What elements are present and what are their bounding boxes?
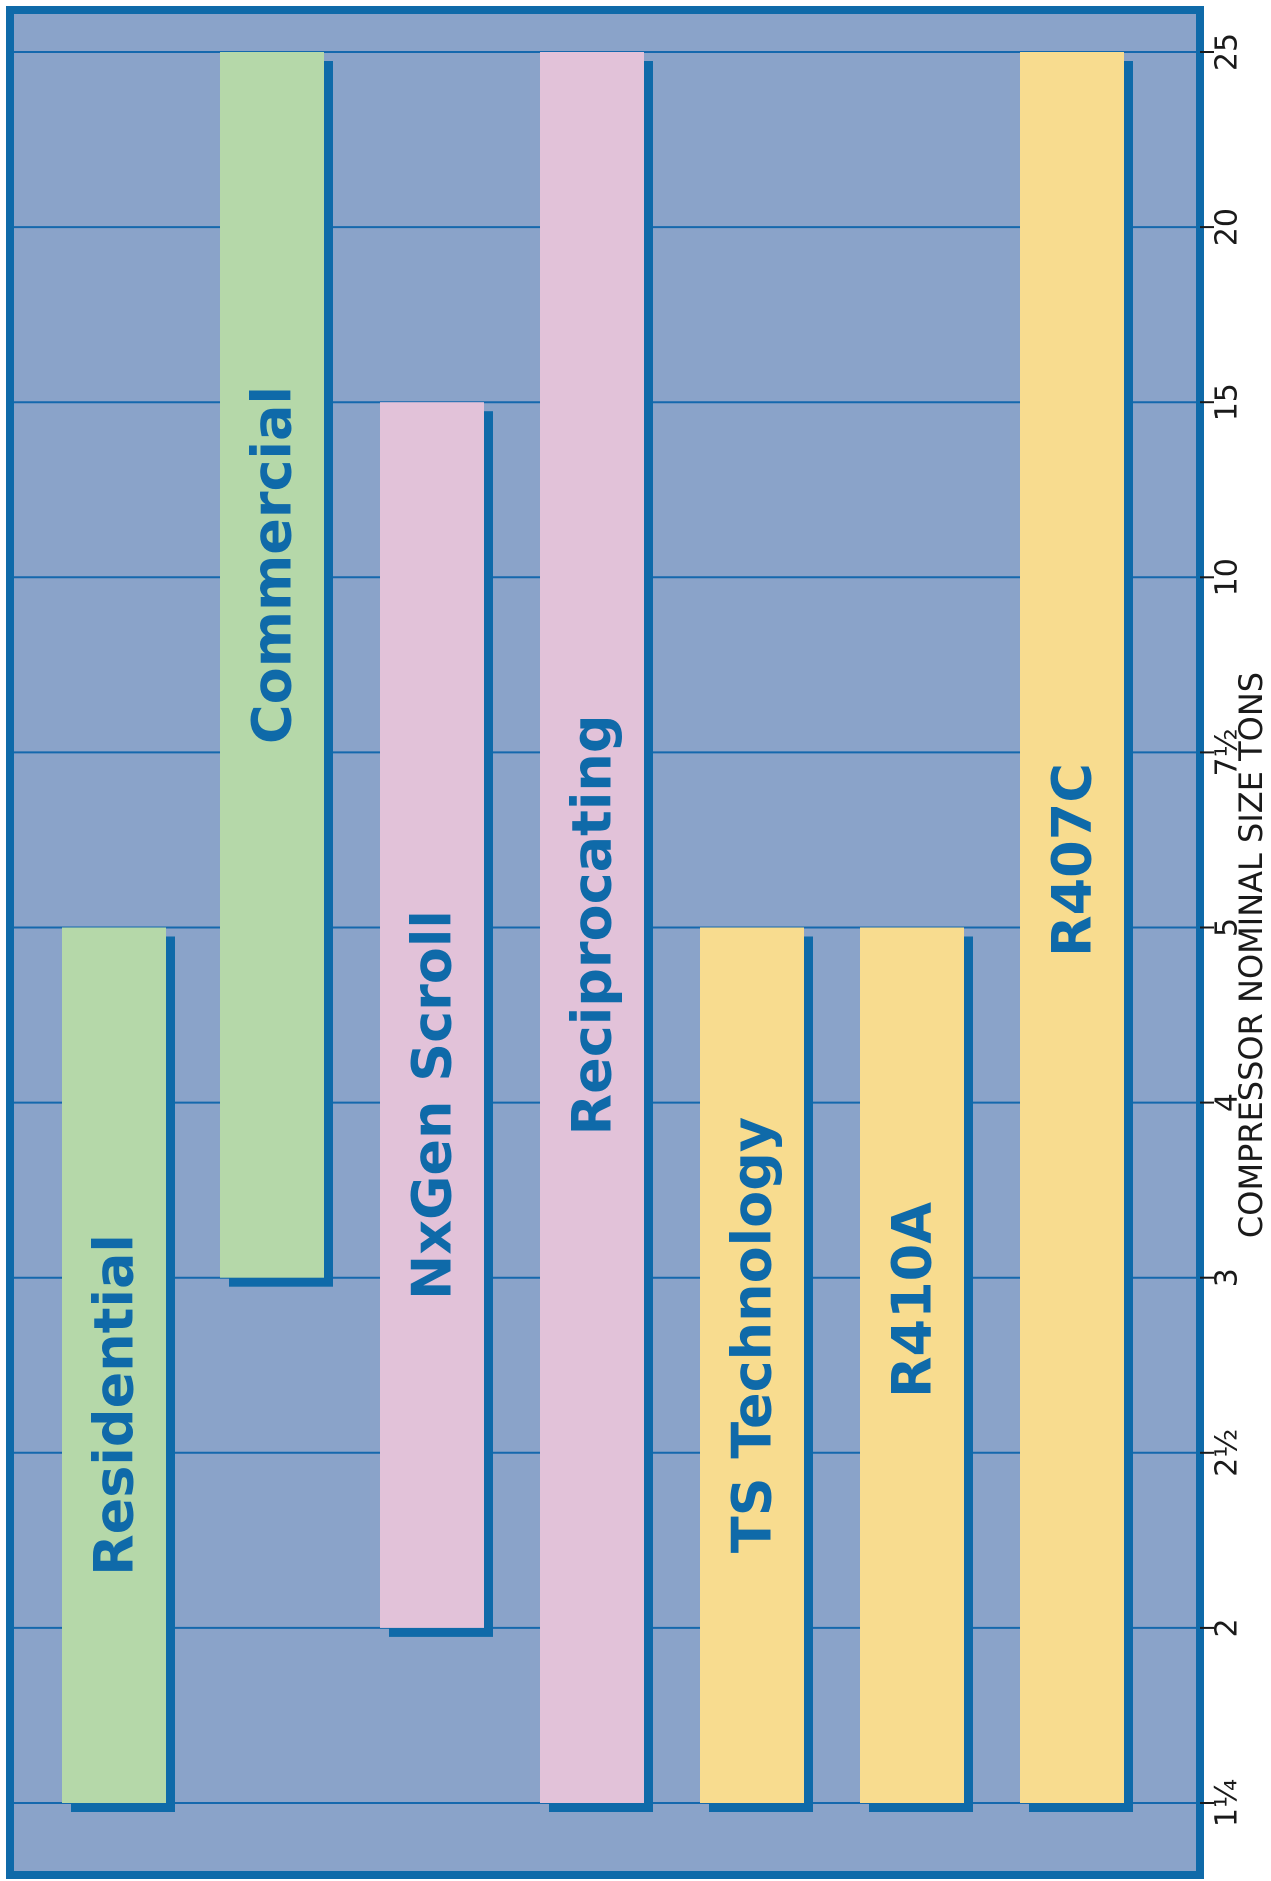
bar-label: Commercial <box>241 386 304 744</box>
tick-label: 2 <box>1210 1618 1245 1637</box>
axis-title: COMPRESSOR NOMINAL SIZE TONS <box>1232 672 1270 1238</box>
tick-label: 15 <box>1210 383 1245 421</box>
tick-label: 2½ <box>1210 1429 1245 1477</box>
axis-ticks: 1¼ 2 2½ 3 4 5 7½ 10 15 20 25 <box>1200 33 1245 1827</box>
bar <box>700 927 804 1803</box>
bar-ts-technology <box>700 927 813 1812</box>
bar-commercial <box>220 52 333 1287</box>
bar-label: TS Technology <box>721 1117 784 1553</box>
bar <box>1020 52 1124 1803</box>
tick-label: 3 <box>1210 1268 1245 1287</box>
bar <box>62 927 166 1803</box>
axis-title-group: COMPRESSOR NOMINAL SIZE TONS <box>1232 672 1270 1238</box>
bar <box>380 402 484 1628</box>
tick-label: 5 <box>1210 918 1245 937</box>
tick-label: 10 <box>1210 558 1245 596</box>
bar-residential <box>62 927 175 1812</box>
tick-label: 25 <box>1210 33 1245 71</box>
tick-label: 1¼ <box>1210 1779 1245 1827</box>
bar <box>540 52 644 1803</box>
bar-label: NxGen Scroll <box>401 910 464 1300</box>
bar-label: R410A <box>881 1202 944 1398</box>
bar-r407c <box>1020 52 1133 1812</box>
bar-reciprocating <box>540 52 653 1812</box>
tick-label: 20 <box>1210 208 1245 246</box>
bar-r410a <box>860 927 973 1812</box>
bars: Residential Commercial NxGen Scroll Recipro… <box>62 52 1133 1812</box>
bar-label: R407C <box>1041 763 1104 957</box>
bar-label: Residential <box>83 1234 146 1576</box>
bar-label: Reciprocating <box>561 715 624 1136</box>
bar <box>220 52 324 1278</box>
bar-nxgen-scroll <box>380 402 493 1637</box>
bar <box>860 927 964 1803</box>
tick-label: 7½ <box>1210 728 1245 776</box>
tick-label: 4 <box>1210 1093 1245 1112</box>
plot-frame <box>6 6 1204 1879</box>
